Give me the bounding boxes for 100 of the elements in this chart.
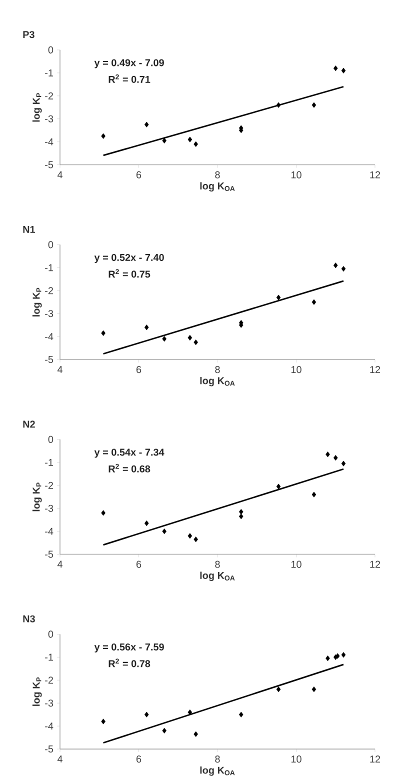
- point: [194, 141, 198, 147]
- point: [333, 66, 338, 72]
- chart-title: N3: [23, 615, 35, 622]
- y-tick-label: -5: [45, 161, 54, 168]
- x-axis-title: log K$_{OA}$: [200, 182, 235, 192]
- point: [312, 686, 316, 692]
- x-tick-label: 8: [215, 366, 220, 374]
- point: [144, 520, 149, 526]
- chart-title: N2: [23, 420, 35, 428]
- x-tick-label: 6: [136, 171, 142, 178]
- y-tick-label: -1: [45, 69, 53, 76]
- point: [341, 460, 346, 466]
- x-tick-label: 10: [291, 756, 302, 763]
- annotation: R$^{2}$ = 0.68: [108, 464, 150, 472]
- point: [341, 652, 346, 658]
- y-tick-label: -5: [45, 550, 54, 558]
- x-tick-label: 6: [136, 366, 142, 374]
- y-tick-label: -4: [45, 722, 54, 730]
- x-tick-label: 4: [57, 171, 62, 178]
- annotation: y = 0.49x - 7.09: [94, 59, 164, 68]
- point: [188, 533, 192, 539]
- point: [276, 294, 281, 300]
- chart-title: N1: [23, 226, 36, 233]
- annotation: R$^{2}$ = 0.75: [108, 269, 150, 278]
- annotation: y = 0.56x - 7.59: [94, 643, 164, 652]
- point: [276, 102, 281, 108]
- y-tick-label: -2: [45, 92, 53, 100]
- point: [276, 686, 281, 692]
- x-tick-label: 6: [136, 756, 142, 763]
- y-tick-label: -3: [45, 310, 54, 318]
- point: [144, 712, 149, 718]
- y-tick-label: 0: [48, 630, 54, 638]
- y-tick-label: -1: [45, 654, 53, 661]
- y-tick-label: -2: [45, 287, 53, 294]
- point: [162, 336, 166, 342]
- annotation: y = 0.54x - 7.34: [94, 448, 164, 458]
- y-tick-label: -5: [45, 356, 54, 364]
- x-tick-label: 12: [370, 171, 380, 178]
- point: [326, 452, 330, 458]
- annotation: R$^{2}$ = 0.78: [108, 658, 150, 668]
- y-tick-label: -2: [45, 676, 53, 684]
- x-tick-label: 4: [57, 560, 62, 568]
- x-tick-label: 10: [291, 366, 302, 374]
- point: [194, 536, 198, 542]
- y-tick-label: -4: [45, 528, 54, 535]
- y-tick-label: 0: [48, 46, 54, 54]
- y-tick-label: -4: [45, 138, 54, 146]
- annotation: R$^{2}$ = 0.71: [108, 74, 150, 83]
- point: [144, 324, 149, 330]
- point: [312, 102, 316, 108]
- point: [101, 133, 106, 139]
- point: [144, 122, 149, 128]
- y-axis-title: log K$_{P}$: [32, 93, 42, 122]
- point: [238, 712, 244, 718]
- x-tick-label: 10: [291, 171, 302, 178]
- x-tick-label: 12: [370, 560, 380, 568]
- point: [333, 262, 338, 268]
- y-tick-label: -3: [45, 115, 54, 122]
- y-tick-label: -3: [45, 700, 54, 707]
- point: [276, 484, 281, 490]
- x-axis-title: log K$_{OA}$: [200, 572, 235, 582]
- x-tick-label: 6: [136, 560, 142, 568]
- y-axis-title: log K$_{P}$: [32, 677, 42, 706]
- y-tick-label: -2: [45, 482, 53, 489]
- x-tick-label: 4: [57, 366, 62, 373]
- x-tick-label: 12: [370, 366, 380, 374]
- point: [333, 455, 338, 461]
- point: [101, 510, 106, 516]
- chart-title: P3: [23, 31, 34, 38]
- x-tick-label: 8: [215, 171, 220, 178]
- y-tick-label: 0: [48, 241, 54, 248]
- x-tick-label: 12: [370, 756, 380, 763]
- x-tick-label: 8: [215, 560, 220, 568]
- y-tick-label: -3: [45, 504, 54, 512]
- x-tick-label: 8: [215, 756, 220, 763]
- point: [188, 334, 192, 341]
- y-axis-title: log K$_{P}$: [32, 482, 42, 512]
- point: [341, 68, 346, 74]
- point: [341, 266, 346, 272]
- point: [238, 508, 244, 515]
- y-tick-label: -4: [45, 333, 54, 340]
- y-tick-label: -1: [45, 264, 53, 272]
- point: [312, 299, 316, 305]
- x-tick-label: 10: [291, 560, 302, 568]
- point: [162, 528, 166, 534]
- x-tick-label: 4: [57, 756, 62, 762]
- point: [312, 492, 316, 498]
- point: [101, 330, 106, 336]
- x-axis-title: log K$_{OA}$: [200, 766, 235, 776]
- point: [194, 340, 198, 346]
- point: [194, 731, 198, 737]
- y-tick-label: 0: [48, 436, 54, 443]
- annotation: y = 0.52x - 7.40: [94, 254, 164, 263]
- y-tick-label: -5: [45, 746, 54, 753]
- point: [101, 718, 106, 724]
- y-tick-label: -1: [45, 458, 53, 466]
- point: [326, 656, 330, 662]
- point: [188, 136, 192, 142]
- y-axis-title: log K$_{P}$: [32, 288, 42, 316]
- point: [238, 514, 244, 520]
